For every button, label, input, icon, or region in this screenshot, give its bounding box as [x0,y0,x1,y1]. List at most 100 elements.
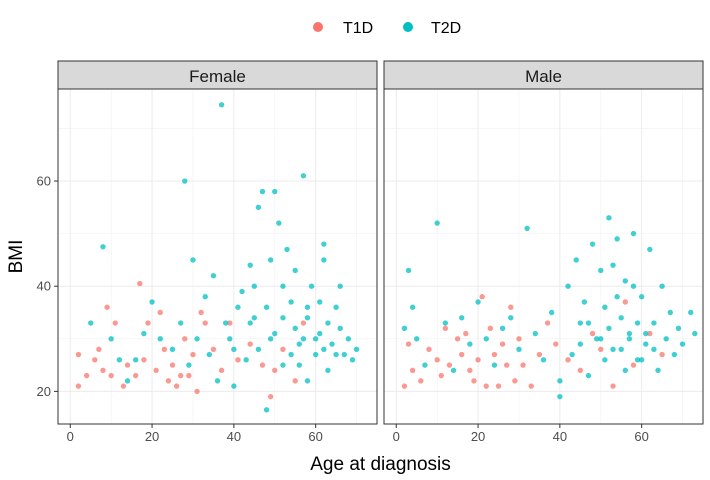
data-point-t1d [630,362,637,368]
x-tick-label: 0 [67,429,74,444]
data-point-t1d [401,383,408,389]
data-point-t2d [401,325,408,331]
data-point-t2d [284,246,290,253]
data-point-t1d [272,367,278,374]
data-point-t2d [573,257,579,263]
data-point-t2d [288,351,294,358]
data-point-t2d [231,383,237,389]
data-point-t2d [247,262,253,268]
data-point-t2d [548,309,555,316]
data-point-t2d [569,351,575,358]
data-point-t1d [153,367,159,374]
data-point-t2d [321,257,327,263]
data-point-t2d [325,367,331,374]
data-point-t1d [589,330,596,337]
series-t2d [88,102,360,413]
facet-strip [383,60,704,90]
x-tick-label: 20 [145,429,159,444]
data-point-t2d [251,283,258,289]
data-point-t2d [300,336,307,342]
data-point-t1d [495,383,502,389]
data-point-t2d [606,325,612,331]
data-point-t2d [267,336,274,342]
data-point-t2d [255,204,262,211]
data-point-t1d [479,294,485,300]
series-t1d [75,280,307,400]
data-point-t2d [116,357,123,363]
data-point-t2d [634,357,641,363]
data-point-t2d [312,336,319,342]
data-point-t2d [405,267,412,274]
data-point-t1d [259,362,266,368]
data-point-t2d [692,330,698,337]
data-point-t2d [312,351,319,358]
data-point-t2d [634,320,641,326]
data-point-t2d [341,351,347,358]
facet-panel-female: Female [57,60,378,425]
data-point-t1d [610,383,616,389]
data-point-t2d [182,178,188,184]
data-point-t1d [165,378,172,384]
data-point-t1d [92,357,98,363]
data-point-t2d [337,283,343,289]
data-point-t2d [467,341,473,347]
data-point-t2d [450,367,457,374]
data-point-t1d [194,388,200,395]
data-point-t2d [598,336,604,342]
data-point-t1d [96,346,102,353]
data-point-t2d [565,283,571,289]
data-point-t2d [557,393,563,400]
data-point-t2d [475,299,481,305]
data-point-t2d [602,304,608,310]
data-point-t2d [434,220,440,226]
data-point-t2d [141,330,147,337]
data-point-t2d [251,315,258,321]
data-point-t1d [659,351,665,358]
data-point-t2d [190,257,196,263]
data-point-t2d [532,330,539,337]
data-point-t1d [491,351,498,358]
data-point-t2d [227,336,233,342]
data-point-t2d [622,278,628,284]
data-point-t2d [255,346,262,353]
data-point-t2d [149,299,155,305]
data-point-t1d [426,346,432,353]
data-point-t2d [214,378,221,384]
data-point-t2d [614,236,620,242]
data-point-t2d [626,336,633,342]
data-point-t2d [321,241,327,247]
facet-panels: Female Male [57,60,704,425]
data-point-t2d [630,283,637,289]
facet-strip-label: Female [189,67,246,86]
x-tick-label: 40 [553,429,567,444]
data-point-t1d [145,320,151,326]
data-point-t2d [483,336,489,342]
data-point-t2d [243,357,249,363]
data-point-t2d [267,257,274,263]
data-point-t1d [75,383,82,389]
data-point-t2d [610,262,616,268]
data-point-t2d [442,320,449,326]
data-point-t2d [409,304,416,310]
series-t1d [401,294,665,389]
data-point-t2d [598,267,604,274]
data-point-t2d [679,341,686,347]
data-point-t2d [272,188,278,195]
data-point-t1d [598,346,604,353]
data-point-t2d [321,346,327,353]
data-point-t2d [516,346,522,353]
data-point-t1d [186,372,192,379]
data-point-t2d [630,230,637,237]
data-point-t2d [651,346,657,353]
data-point-t1d [516,336,522,342]
data-point-t2d [108,336,114,342]
data-point-t1d [438,372,444,379]
data-point-t2d [231,346,237,353]
data-point-t2d [353,346,360,353]
data-point-t1d [565,357,571,363]
data-point-t1d [463,330,469,337]
legend: T1D T2D [313,20,461,37]
data-point-t2d [100,244,106,250]
data-point-t2d [308,283,315,289]
legend-label-t2d: T2D [431,20,461,37]
